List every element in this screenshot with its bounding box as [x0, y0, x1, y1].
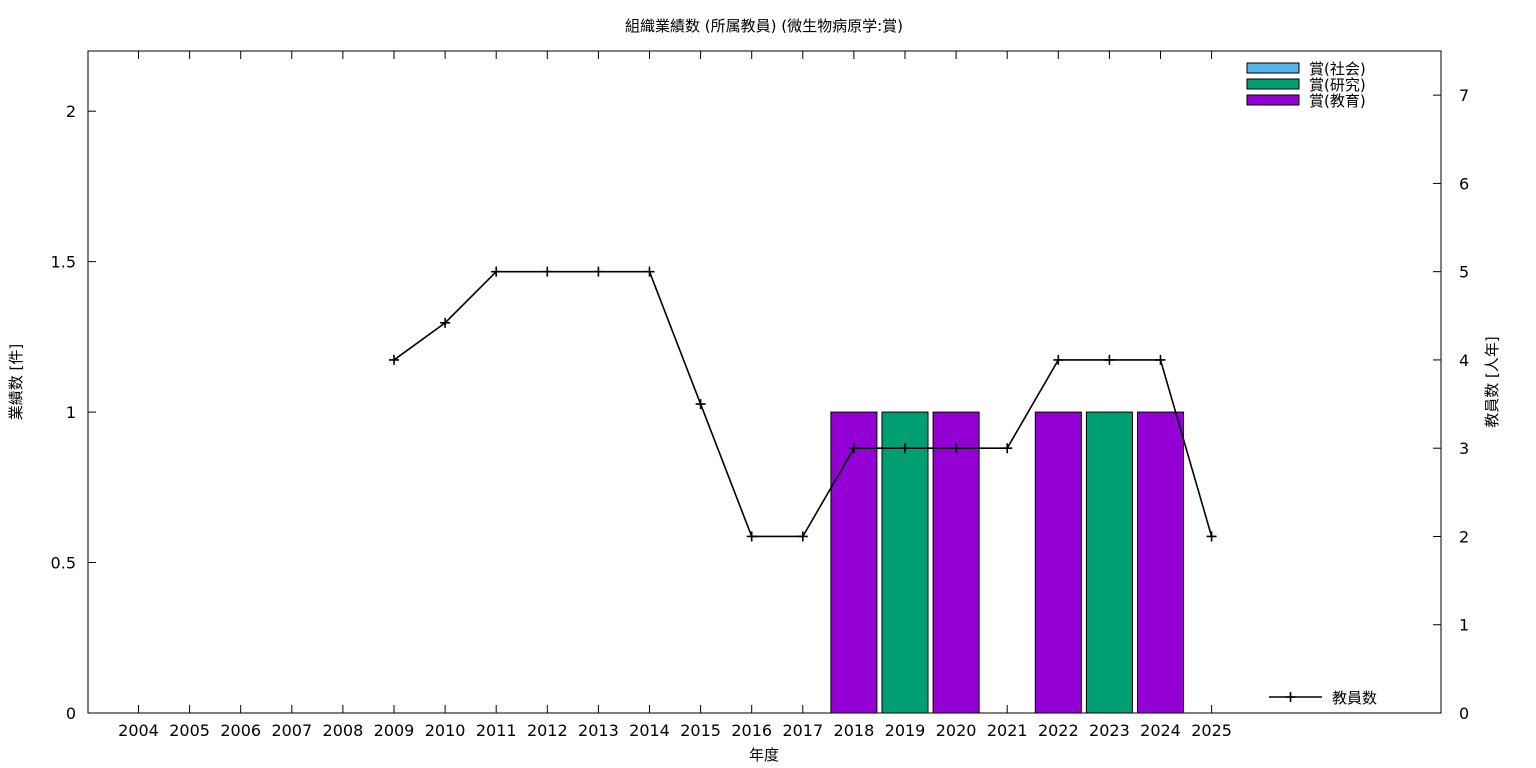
y-axis-label: 業績数 [件] [7, 344, 25, 420]
line-point [440, 317, 451, 328]
bar-2 [1137, 411, 1184, 714]
line-point [491, 266, 502, 277]
line-point [1053, 354, 1064, 365]
y-tick-label: 2 [66, 102, 76, 121]
y2-tick-label: 2 [1459, 527, 1469, 546]
x-tick-label: 2016 [731, 721, 772, 740]
line-point [746, 531, 757, 542]
x-tick-label: 2018 [834, 721, 875, 740]
y2-tick-label: 3 [1459, 439, 1469, 458]
line-point [1155, 354, 1166, 365]
x-tick-label: 2010 [425, 721, 466, 740]
y2-tick-label: 1 [1459, 616, 1469, 635]
y2-tick-label: 0 [1459, 704, 1469, 723]
line-point [593, 266, 604, 277]
y-tick-label: 1.5 [51, 253, 76, 272]
line-point [695, 399, 706, 410]
bar-2 [932, 411, 980, 714]
x-tick-label: 2006 [220, 721, 261, 740]
legend-swatch [1246, 78, 1300, 90]
y2-tick-label: 5 [1459, 263, 1469, 282]
bar-2 [1034, 411, 1082, 714]
line-point [389, 354, 399, 365]
x-tick-label: 2017 [782, 721, 823, 740]
y2-tick-label: 7 [1459, 86, 1469, 105]
chart-title: 組織業績数 (所属教員) (微生物病原学:賞) [625, 17, 903, 35]
legend-swatch [1246, 94, 1300, 106]
x-tick-label: 2015 [680, 721, 721, 740]
line-point [1002, 443, 1013, 454]
legend-line-label: 教員数 [1332, 689, 1377, 707]
legend-label: 賞(研究) [1309, 76, 1366, 94]
line-point [951, 443, 962, 454]
y-tick-label: 1 [66, 403, 76, 422]
line-point [900, 443, 910, 454]
line-point [1206, 531, 1217, 542]
x-tick-label: 2013 [578, 721, 619, 740]
legend-line-marker [1285, 692, 1296, 702]
x-tick-label: 2020 [936, 721, 977, 740]
x-tick-label: 2019 [885, 721, 926, 740]
y2-tick-label: 4 [1459, 351, 1469, 370]
bar-1 [881, 411, 929, 714]
x-tick-label: 2024 [1140, 721, 1181, 740]
legend-label: 賞(社会) [1309, 60, 1366, 78]
x-tick-label: 2004 [118, 721, 159, 740]
y-tick-label: 0.5 [51, 554, 76, 573]
x-tick-label: 2005 [169, 721, 210, 740]
bar-1 [1085, 411, 1133, 714]
line-point [644, 266, 655, 277]
x-tick-label: 2014 [629, 721, 670, 740]
x-tick-label: 2021 [987, 721, 1028, 740]
line-point [1104, 354, 1115, 365]
bar-2 [830, 411, 878, 714]
x-tick-label: 2012 [527, 721, 568, 740]
line-point [797, 531, 808, 542]
x-tick-label: 2025 [1191, 721, 1232, 740]
y2-axis-label: 教員数 [人年] [1483, 336, 1501, 427]
x-tick-label: 2008 [323, 721, 364, 740]
line-point [848, 443, 859, 454]
x-tick-label: 2011 [476, 721, 517, 740]
legend-label: 賞(教育) [1309, 92, 1366, 110]
x-tick-label: 2009 [374, 721, 415, 740]
y-tick-label: 0 [66, 704, 76, 723]
y2-tick-label: 6 [1459, 174, 1469, 193]
x-tick-label: 2023 [1089, 721, 1130, 740]
x-tick-label: 2022 [1038, 721, 1079, 740]
plot-frame [87, 50, 1442, 714]
x-tick-label: 2007 [271, 721, 312, 740]
legend-swatch [1246, 62, 1300, 74]
x-axis-label: 年度 [749, 746, 779, 764]
line-point [542, 266, 553, 277]
